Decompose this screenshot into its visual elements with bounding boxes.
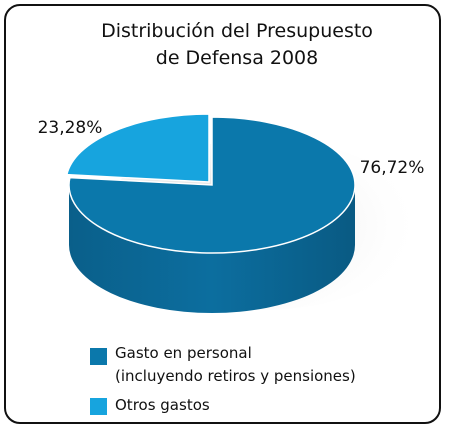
slice-label: 76,72% bbox=[360, 158, 425, 178]
frame bbox=[4, 4, 441, 424]
legend-label: Gasto en personal (incluyendo retiros y … bbox=[115, 344, 356, 385]
chart-title: Distribución del Presupuesto de Defensa … bbox=[101, 20, 373, 69]
legend-swatch bbox=[90, 398, 107, 415]
legend-label: Otros gastos bbox=[115, 396, 210, 414]
slice-label: 23,28% bbox=[38, 118, 103, 138]
pie-slice bbox=[65, 113, 210, 183]
pie-slice bbox=[68, 116, 356, 254]
legend-swatch bbox=[90, 348, 107, 365]
pie-side bbox=[69, 185, 355, 313]
